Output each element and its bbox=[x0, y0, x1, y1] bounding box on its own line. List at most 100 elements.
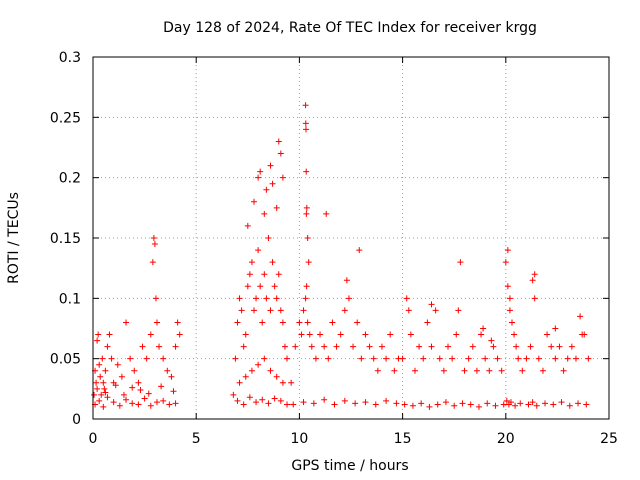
data-point bbox=[502, 259, 509, 266]
data-point bbox=[153, 319, 160, 326]
data-point bbox=[372, 401, 379, 408]
data-point bbox=[362, 399, 369, 406]
data-point bbox=[568, 343, 575, 350]
data-point bbox=[273, 373, 280, 380]
data-point bbox=[275, 138, 282, 145]
data-point bbox=[97, 373, 104, 380]
data-point bbox=[418, 400, 425, 407]
data-point bbox=[298, 331, 305, 338]
data-point bbox=[517, 400, 524, 407]
data-point bbox=[118, 373, 125, 380]
data-point bbox=[246, 271, 253, 278]
data-point bbox=[585, 355, 592, 362]
data-point bbox=[102, 367, 109, 374]
data-point bbox=[261, 355, 268, 362]
data-point bbox=[354, 319, 361, 326]
data-point bbox=[246, 394, 253, 401]
data-point bbox=[321, 343, 328, 350]
data-point bbox=[255, 247, 262, 254]
data-point bbox=[539, 367, 546, 374]
data-point bbox=[160, 355, 167, 362]
data-point bbox=[234, 397, 241, 404]
data-point bbox=[436, 355, 443, 362]
data-point bbox=[393, 400, 400, 407]
data-point bbox=[506, 307, 513, 314]
data-point bbox=[333, 343, 340, 350]
data-point bbox=[508, 319, 515, 326]
data-point bbox=[303, 126, 310, 133]
data-point bbox=[498, 367, 505, 374]
data-point bbox=[168, 373, 175, 380]
data-point bbox=[515, 355, 522, 362]
data-point bbox=[257, 168, 264, 175]
data-point bbox=[244, 283, 251, 290]
data-point bbox=[484, 400, 491, 407]
data-point bbox=[405, 307, 412, 314]
data-point bbox=[100, 379, 107, 386]
data-point bbox=[577, 313, 584, 320]
data-point bbox=[300, 307, 307, 314]
y-axis-label: ROTI / TECUs bbox=[6, 192, 22, 284]
data-point bbox=[383, 355, 390, 362]
data-point bbox=[434, 401, 441, 408]
data-point bbox=[273, 295, 280, 302]
data-point bbox=[250, 307, 257, 314]
data-point bbox=[420, 355, 427, 362]
y-tick-label: 0.25 bbox=[50, 110, 81, 126]
data-point bbox=[374, 367, 381, 374]
data-point bbox=[469, 343, 476, 350]
data-point bbox=[259, 319, 266, 326]
data-point bbox=[277, 150, 284, 157]
data-point bbox=[583, 401, 590, 408]
grid-lines bbox=[93, 57, 609, 419]
data-point bbox=[273, 204, 280, 211]
data-point bbox=[325, 355, 332, 362]
data-point bbox=[303, 210, 310, 217]
data-point bbox=[506, 295, 513, 302]
data-point bbox=[356, 247, 363, 254]
data-point bbox=[550, 401, 557, 408]
x-tick-label: 15 bbox=[394, 431, 412, 447]
data-point bbox=[323, 210, 330, 217]
data-point bbox=[300, 399, 307, 406]
data-point bbox=[236, 379, 243, 386]
data-point bbox=[504, 283, 511, 290]
data-point bbox=[480, 325, 487, 332]
data-point bbox=[310, 400, 317, 407]
data-point bbox=[131, 367, 138, 374]
data-point bbox=[556, 343, 563, 350]
data-point bbox=[281, 343, 288, 350]
data-point bbox=[277, 397, 284, 404]
data-point bbox=[150, 235, 157, 241]
data-point bbox=[244, 222, 251, 229]
data-point bbox=[153, 399, 160, 406]
data-point bbox=[302, 295, 309, 302]
data-point bbox=[529, 399, 536, 406]
data-point bbox=[378, 343, 385, 350]
data-point bbox=[95, 331, 102, 338]
data-point bbox=[166, 401, 173, 408]
data-point bbox=[236, 295, 243, 302]
data-point bbox=[253, 399, 260, 406]
data-point bbox=[558, 399, 565, 406]
data-point bbox=[525, 401, 532, 408]
data-point bbox=[174, 319, 181, 326]
data-points bbox=[91, 102, 592, 410]
x-tick-label: 0 bbox=[89, 431, 98, 447]
data-point bbox=[352, 400, 359, 407]
data-point bbox=[579, 331, 586, 338]
y-tick-label: 0.2 bbox=[59, 171, 81, 187]
data-point bbox=[279, 379, 286, 386]
data-point bbox=[152, 295, 159, 302]
data-point bbox=[275, 271, 282, 278]
data-point bbox=[391, 367, 398, 374]
data-point bbox=[409, 402, 416, 409]
data-point bbox=[488, 337, 495, 344]
x-tick-label: 5 bbox=[192, 431, 201, 447]
data-point bbox=[94, 385, 101, 392]
data-point bbox=[123, 396, 130, 403]
data-point bbox=[135, 401, 142, 408]
data-point bbox=[261, 210, 268, 217]
data-point bbox=[137, 387, 144, 394]
